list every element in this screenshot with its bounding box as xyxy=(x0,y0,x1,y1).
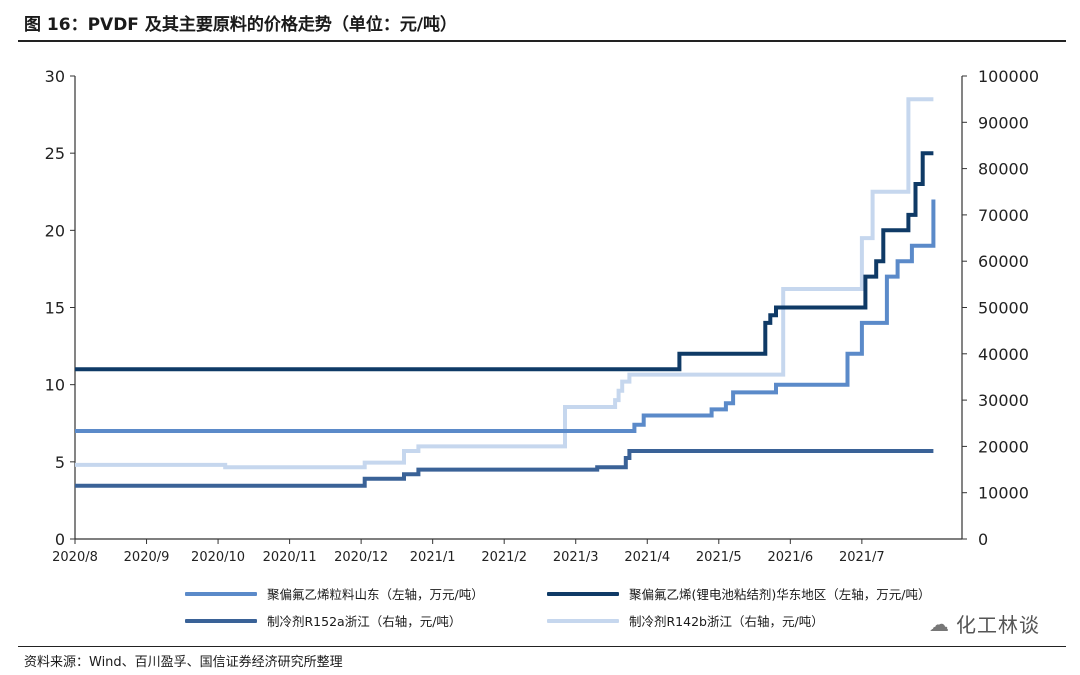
x-tick-label: 2020/9 xyxy=(124,550,170,565)
line-chart: 0 5 10 15 20 25 30 0 10000 20000 30000 40000 50000 60… xyxy=(45,67,1039,565)
x-tick-label: 2020/10 xyxy=(191,550,245,565)
right-y-tick-label: 10000 xyxy=(978,484,1029,503)
left-y-tick-label: 30 xyxy=(45,67,65,86)
series-line-3 xyxy=(75,97,934,470)
legend-swatch xyxy=(547,618,619,623)
chart-tick-labels: 0 5 10 15 20 25 30 0 10000 20000 30000 40000 50000 60… xyxy=(45,67,1039,565)
legend-item-pvdf-battery: 聚偏氟乙烯(锂电池粘结剂)华东地区（左轴，万元/吨） xyxy=(547,584,930,603)
legend-item-pvdf-shandong: 聚偏氟乙烯粒料山东（左轴，万元/吨） xyxy=(185,584,484,603)
legend-label: 制冷剂R152a浙江（右轴，元/吨） xyxy=(267,614,462,629)
legend-swatch xyxy=(185,591,257,596)
legend-item-r152a: 制冷剂R152a浙江（右轴，元/吨） xyxy=(185,611,461,630)
x-tick-label: 2021/5 xyxy=(696,550,742,565)
chart-axes xyxy=(70,75,967,544)
right-y-tick-label: 50000 xyxy=(978,299,1029,318)
legend-label: 聚偏氟乙烯粒料山东（左轴，万元/吨） xyxy=(267,587,484,602)
watermark-text: 化工林谈 xyxy=(956,613,1040,637)
right-y-tick-label: 80000 xyxy=(978,160,1029,179)
legend-swatch xyxy=(185,618,257,623)
right-y-tick-label: 90000 xyxy=(978,113,1029,132)
right-y-tick-label: 60000 xyxy=(978,252,1029,271)
source-note: 资料来源：Wind、百川盈孚、国信证券经济研究所整理 xyxy=(24,655,343,670)
x-tick-label: 2021/7 xyxy=(839,550,885,565)
left-y-tick-label: 0 xyxy=(55,530,65,549)
right-y-tick-label: 70000 xyxy=(978,206,1029,225)
series-line-0 xyxy=(75,199,936,433)
x-tick-label: 2020/11 xyxy=(263,550,317,565)
wechat-icon: ☁ xyxy=(929,611,950,636)
x-tick-label: 2020/12 xyxy=(334,550,388,565)
legend-label: 聚偏氟乙烯(锂电池粘结剂)华东地区（左轴，万元/吨） xyxy=(629,587,931,602)
left-y-tick-label: 15 xyxy=(45,299,65,318)
source-divider xyxy=(18,646,1066,647)
right-y-tick-label: 0 xyxy=(978,530,988,549)
chart-legend: 聚偏氟乙烯粒料山东（左轴，万元/吨） 聚偏氟乙烯(锂电池粘结剂)华东地区（左轴，… xyxy=(185,582,965,632)
x-tick-label: 2021/4 xyxy=(624,550,670,565)
right-y-tick-label: 100000 xyxy=(978,67,1039,86)
right-y-tick-label: 40000 xyxy=(978,345,1029,364)
legend-swatch xyxy=(547,591,619,596)
legend-label: 制冷剂R142b浙江（右轴，元/吨） xyxy=(629,614,824,629)
x-tick-label: 2021/2 xyxy=(481,550,527,565)
series-line-1 xyxy=(75,151,934,372)
figure-title: 图 16：PVDF 及其主要原料的价格走势（单位：元/吨） xyxy=(24,15,458,35)
title-divider xyxy=(18,40,1066,42)
left-y-tick-label: 25 xyxy=(45,144,65,163)
watermark: ☁ 化工林谈 xyxy=(929,609,1040,638)
right-y-tick-label: 30000 xyxy=(978,391,1029,410)
right-y-tick-label: 20000 xyxy=(978,437,1029,456)
legend-item-r142b: 制冷剂R142b浙江（右轴，元/吨） xyxy=(547,611,824,630)
series-line-2 xyxy=(75,449,934,488)
x-tick-label: 2021/3 xyxy=(553,550,599,565)
left-y-tick-label: 10 xyxy=(45,376,65,395)
x-tick-label: 2021/6 xyxy=(767,550,813,565)
chart-series xyxy=(75,97,936,488)
left-y-tick-label: 20 xyxy=(45,221,65,240)
left-y-tick-label: 5 xyxy=(55,453,65,472)
x-tick-label: 2021/1 xyxy=(410,550,456,565)
x-tick-label: 2020/8 xyxy=(52,550,98,565)
